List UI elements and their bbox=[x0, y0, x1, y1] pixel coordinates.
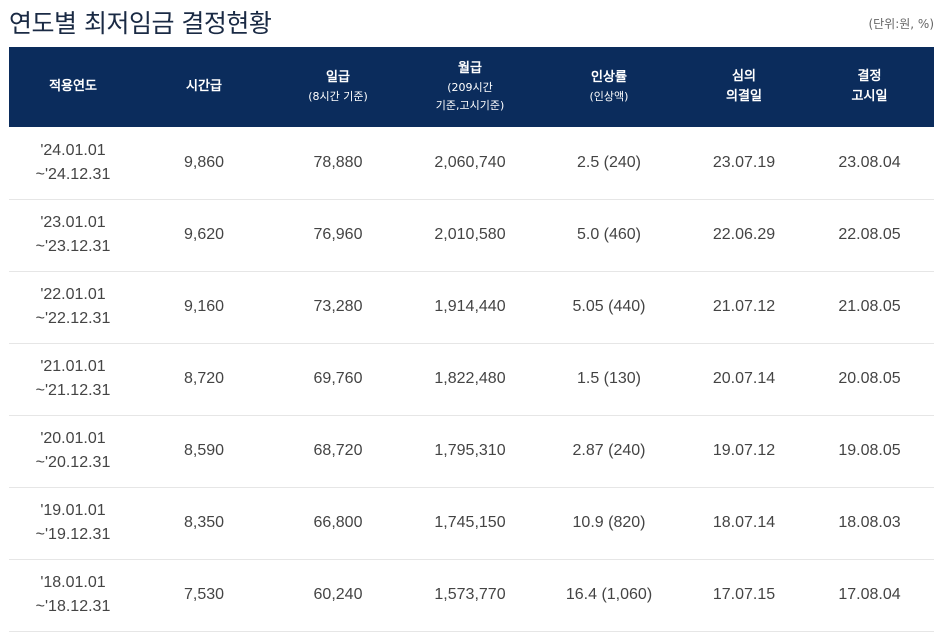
cell-period: '20.01.01 ~'20.12.31 bbox=[9, 415, 137, 487]
period-end: ~'23.12.31 bbox=[35, 238, 111, 255]
cell-hourly: 8,590 bbox=[183, 442, 225, 459]
table-row: '21.01.01 ~'21.12.31 8,720 69,760 1,822,… bbox=[9, 343, 934, 415]
cell-hourly: 9,160 bbox=[183, 298, 225, 315]
header-rate-sub: (인상액) bbox=[589, 90, 629, 103]
cell-rate: 10.9 (820) bbox=[572, 514, 646, 531]
cell-daily: 73,280 bbox=[313, 298, 363, 315]
header-row: 적용연도 시간급 일급 (8시간 기준) 월급 (209시간 기준,고시기준) … bbox=[9, 47, 934, 127]
table-row: '24.01.01 ~'24.12.31 9,860 78,880 2,060,… bbox=[9, 127, 934, 199]
cell-rate: 16.4 (1,060) bbox=[565, 586, 653, 603]
unit-note: (단위:원, %) bbox=[868, 17, 934, 31]
cell-daily: 76,960 bbox=[313, 226, 363, 243]
table-body: '24.01.01 ~'24.12.31 9,860 78,880 2,060,… bbox=[9, 127, 934, 631]
cell-daily: 68,720 bbox=[313, 442, 363, 459]
period-end: ~'21.12.31 bbox=[35, 382, 111, 399]
cell-daily: 78,880 bbox=[313, 153, 363, 171]
header-monthly: 월급 (209시간 기준,고시기준) bbox=[405, 47, 535, 127]
cell-hourly: 7,530 bbox=[183, 586, 225, 603]
page-title: 연도별 최저임금 결정현황 bbox=[9, 9, 272, 38]
period-start: '20.01.01 bbox=[40, 430, 106, 447]
header-rate-label: 인상률 bbox=[591, 70, 627, 85]
header-hourly: 시간급 bbox=[137, 47, 271, 127]
cell-daily: 69,760 bbox=[313, 370, 363, 387]
header-daily-sub: (8시간 기준) bbox=[308, 90, 368, 103]
cell-resolved: 17.07.15 bbox=[712, 586, 776, 603]
header-daily: 일급 (8시간 기준) bbox=[271, 47, 405, 127]
cell-resolved: 18.07.14 bbox=[712, 514, 776, 531]
cell-announced: 21.08.05 bbox=[838, 298, 901, 315]
cell-monthly: 2,060,740 bbox=[434, 153, 506, 171]
table-row: '19.01.01 ~'19.12.31 8,350 66,800 1,745,… bbox=[9, 487, 934, 559]
cell-announced: 19.08.05 bbox=[838, 442, 901, 459]
cell-resolved: 19.07.12 bbox=[712, 442, 776, 459]
header-announced-line2: 고시일 bbox=[851, 89, 888, 104]
cell-monthly: 1,573,770 bbox=[434, 586, 506, 603]
cell-hourly: 8,720 bbox=[183, 370, 225, 387]
cell-monthly: 1,795,310 bbox=[434, 442, 506, 459]
cell-rate: 2.87 (240) bbox=[572, 442, 646, 459]
period-end: ~'18.12.31 bbox=[35, 598, 111, 615]
cell-monthly: 1,822,480 bbox=[434, 370, 506, 387]
cell-period: '22.01.01 ~'22.12.31 bbox=[9, 271, 137, 343]
cell-period: '19.01.01 ~'19.12.31 bbox=[9, 487, 137, 559]
cell-daily: 66,800 bbox=[313, 514, 363, 531]
header-rate: 인상률 (인상액) bbox=[535, 47, 683, 127]
header-announced-line1: 결정 bbox=[857, 69, 882, 84]
period-start: '23.01.01 bbox=[40, 214, 106, 231]
period-start: '21.01.01 bbox=[40, 358, 106, 375]
cell-monthly: 2,010,580 bbox=[434, 226, 506, 243]
cell-hourly: 8,350 bbox=[183, 514, 225, 531]
cell-announced: 23.08.04 bbox=[838, 153, 901, 171]
cell-rate: 5.05 (440) bbox=[572, 298, 646, 315]
cell-resolved: 21.07.12 bbox=[712, 298, 776, 315]
cell-daily: 60,240 bbox=[313, 586, 363, 603]
cell-rate: 2.5 (240) bbox=[576, 153, 642, 171]
table-row: '18.01.01 ~'18.12.31 7,530 60,240 1,573,… bbox=[9, 559, 934, 631]
cell-period: '21.01.01 ~'21.12.31 bbox=[9, 343, 137, 415]
period-start: '18.01.01 bbox=[40, 574, 106, 591]
header-resolved-line1: 심의 bbox=[732, 69, 756, 84]
header-period: 적용연도 bbox=[9, 47, 137, 127]
cell-resolved: 22.06.29 bbox=[712, 226, 776, 243]
header-hourly-label: 시간급 bbox=[186, 79, 222, 94]
period-end: ~'19.12.31 bbox=[35, 526, 111, 543]
cell-rate: 5.0 (460) bbox=[576, 226, 642, 243]
cell-hourly: 9,860 bbox=[183, 153, 225, 171]
cell-monthly: 1,745,150 bbox=[434, 514, 506, 531]
cell-period: '23.01.01 ~'23.12.31 bbox=[9, 199, 137, 271]
cell-announced: 20.08.05 bbox=[838, 370, 901, 387]
header-period-label: 적용연도 bbox=[49, 79, 97, 94]
cell-resolved: 20.07.14 bbox=[712, 370, 776, 387]
cell-period: '18.01.01 ~'18.12.31 bbox=[9, 559, 137, 631]
table-row: '23.01.01 ~'23.12.31 9,620 76,960 2,010,… bbox=[9, 199, 934, 271]
cell-monthly: 1,914,440 bbox=[434, 298, 506, 315]
cell-period: '24.01.01 ~'24.12.31 bbox=[9, 127, 137, 199]
cell-announced: 18.08.03 bbox=[838, 514, 901, 531]
header-monthly-label: 월급 bbox=[458, 61, 482, 76]
header-resolved-line2: 의결일 bbox=[726, 89, 762, 104]
cell-announced: 22.08.05 bbox=[838, 226, 901, 243]
period-start: '24.01.01 bbox=[40, 141, 106, 159]
minimum-wage-table: 적용연도 시간급 일급 (8시간 기준) 월급 (209시간 기준,고시기준) … bbox=[9, 47, 934, 632]
table-row: '20.01.01 ~'20.12.31 8,590 68,720 1,795,… bbox=[9, 415, 934, 487]
header-daily-label: 일급 bbox=[326, 70, 350, 85]
header-monthly-sub2: 기준,고시기준) bbox=[435, 99, 505, 112]
header-resolved: 심의 의결일 bbox=[683, 47, 805, 127]
header-monthly-sub: (209시간 bbox=[447, 81, 493, 94]
table-header: 적용연도 시간급 일급 (8시간 기준) 월급 (209시간 기준,고시기준) … bbox=[9, 47, 934, 127]
period-start: '22.01.01 bbox=[40, 286, 106, 303]
cell-rate: 1.5 (130) bbox=[576, 370, 642, 387]
header-announced: 결정 고시일 bbox=[805, 47, 934, 127]
cell-resolved: 23.07.19 bbox=[712, 153, 776, 171]
table-row: '22.01.01 ~'22.12.31 9,160 73,280 1,914,… bbox=[9, 271, 934, 343]
period-end: ~'20.12.31 bbox=[35, 454, 111, 471]
period-end: ~'22.12.31 bbox=[35, 310, 111, 327]
cell-hourly: 9,620 bbox=[183, 226, 225, 243]
cell-announced: 17.08.04 bbox=[838, 586, 901, 603]
period-start: '19.01.01 bbox=[40, 502, 106, 519]
period-end: ~'24.12.31 bbox=[35, 165, 111, 183]
